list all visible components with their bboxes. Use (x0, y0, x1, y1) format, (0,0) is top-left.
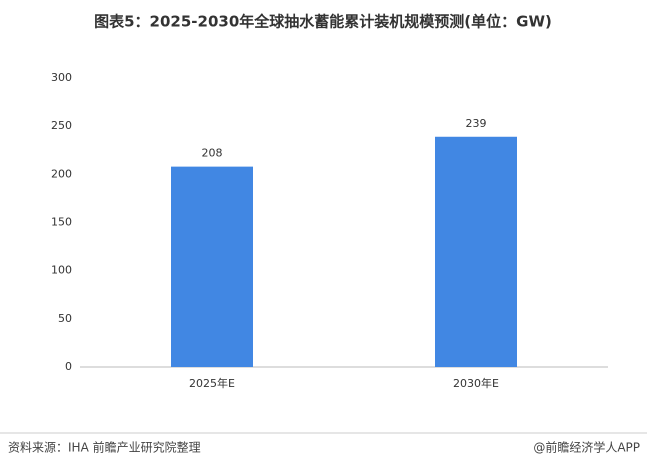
source: 资料来源：IHA 前瞻产业研究院整理 (8, 440, 201, 455)
credit: @前瞻经济学人APP (533, 440, 640, 455)
bar (435, 136, 517, 367)
y-tick-label: 150 (51, 216, 72, 229)
x-tick-label: 2030年E (453, 376, 499, 390)
chart-title: 图表5：2025-2030年全球抽水蓄能累计装机规模预测(单位：GW) (94, 13, 552, 31)
value-label: 208 (202, 147, 223, 160)
y-tick-label: 250 (51, 119, 72, 132)
y-tick-label: 300 (51, 71, 72, 84)
value-label: 239 (466, 117, 487, 130)
y-tick-label: 100 (51, 264, 72, 277)
x-tick-label: 2025年E (189, 376, 235, 390)
y-tick-label: 0 (65, 360, 72, 373)
y-tick-label: 200 (51, 167, 72, 180)
bar (171, 166, 253, 367)
y-tick-label: 50 (58, 312, 72, 325)
